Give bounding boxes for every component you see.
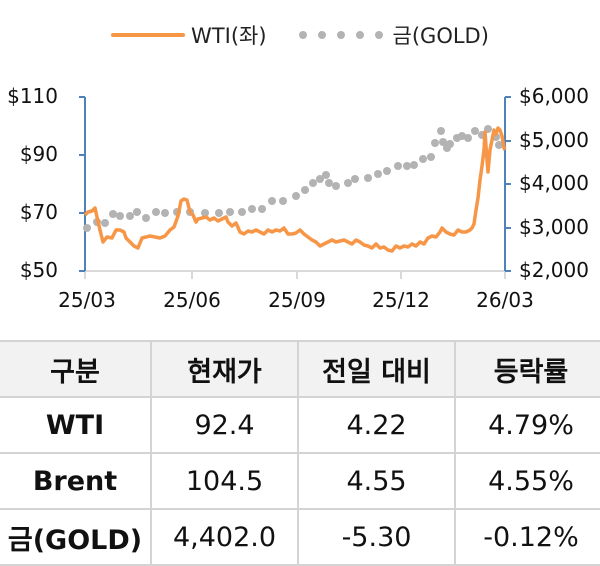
gold-dots-swatch-icon	[298, 31, 383, 39]
right-y-axis	[504, 96, 511, 272]
chart-plot-area	[79, 96, 511, 279]
y-right-tick: $5,000	[519, 128, 589, 152]
row-change: -5.30	[297, 508, 456, 566]
x-tick: 25/03	[58, 288, 116, 312]
legend-item-wti: WTI(좌)	[111, 20, 267, 50]
table-row: Brent 104.5 4.55 4.55%	[0, 452, 600, 510]
row-change: 4.22	[297, 396, 456, 454]
x-tick: 25/06	[163, 288, 221, 312]
header-change: 전일 대비	[297, 340, 456, 398]
row-rate: -0.12%	[454, 508, 600, 566]
x-tick: 26/03	[476, 288, 534, 312]
y-right-tick: $3,000	[519, 215, 589, 239]
y-left-tick: $110	[7, 84, 58, 108]
y-right-tick: $2,000	[519, 258, 589, 282]
legend-item-gold: 금(GOLD)	[267, 20, 489, 50]
x-tick: 25/09	[268, 288, 326, 312]
row-name: WTI	[0, 396, 152, 454]
table-header-row: 구분 현재가 전일 대비 등락률	[0, 340, 600, 398]
y-left-tick: $70	[19, 200, 58, 224]
left-y-axis	[79, 96, 86, 272]
header-current-price: 현재가	[150, 340, 299, 398]
y-left-tick: $90	[19, 142, 58, 166]
legend-label-gold: 금(GOLD)	[392, 24, 489, 48]
table-row: WTI 92.4 4.22 4.79%	[0, 396, 600, 454]
price-table: 구분 현재가 전일 대비 등락률 WTI 92.4 4.22 4.79% Bre…	[0, 340, 600, 566]
row-price: 104.5	[150, 452, 299, 510]
y-right-tick: $6,000	[519, 84, 589, 108]
row-rate: 4.55%	[454, 452, 600, 510]
row-price: 92.4	[150, 396, 299, 454]
row-rate: 4.79%	[454, 396, 600, 454]
header-category: 구분	[0, 340, 152, 398]
price-chart: $110 $90 $70 $50 $6,000 $5,000 $4,000 $3…	[0, 70, 600, 330]
y-right-tick: $4,000	[519, 171, 589, 195]
row-name: 금(GOLD)	[0, 508, 152, 566]
wti-series-line	[83, 126, 507, 253]
wti-line-swatch-icon	[111, 33, 186, 37]
row-name: Brent	[0, 452, 152, 510]
chart-legend: WTI(좌) 금(GOLD)	[0, 18, 600, 52]
row-price: 4,402.0	[150, 508, 299, 566]
row-change: 4.55	[297, 452, 456, 510]
x-tick: 25/12	[372, 288, 430, 312]
y-left-tick: $50	[19, 258, 58, 282]
table-row: 금(GOLD) 4,402.0 -5.30 -0.12%	[0, 508, 600, 566]
legend-label-wti: WTI(좌)	[191, 24, 267, 48]
header-change-rate: 등락률	[454, 340, 600, 398]
gold-series-dots	[83, 125, 503, 232]
